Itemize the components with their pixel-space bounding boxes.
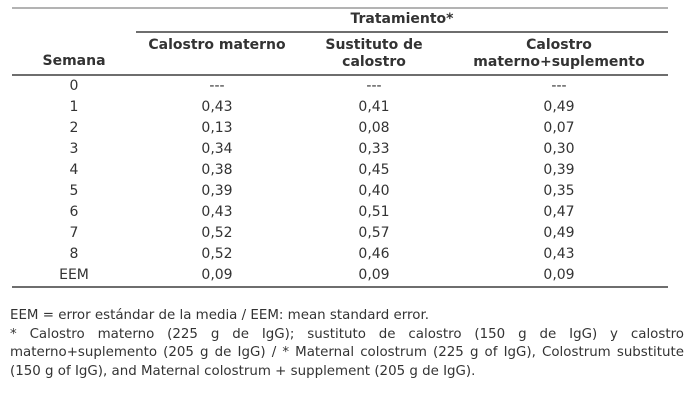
suplemento-cell: 0,30	[543, 141, 575, 157]
table-row-semana-5: 5 0,39 0,40 0,35	[12, 181, 668, 202]
sustituto-cell: 0,41	[358, 99, 390, 115]
semana-cell: 4	[69, 162, 79, 178]
footnote-treatments: * Calostro materno (225 g de IgG); susti…	[10, 326, 684, 379]
calostro-materno-cell: 0,38	[201, 162, 233, 178]
header-line: Calostro	[526, 37, 592, 53]
column-header-calostro-materno: Calostro materno	[136, 32, 298, 76]
sustituto-cell: 0,08	[358, 120, 390, 136]
calostro-materno-cell: 0,09	[201, 267, 233, 283]
sustituto-cell: 0,45	[358, 162, 390, 178]
column-header-row: Semana Calostro materno Sustituto de cal…	[12, 32, 668, 76]
calostro-materno-cell: 0,34	[201, 141, 233, 157]
table-row-semana-8: 8 0,52 0,46 0,43	[12, 244, 668, 265]
sustituto-cell: 0,33	[358, 141, 390, 157]
table-row-eem: EEM 0,09 0,09 0,09	[12, 265, 668, 287]
suplemento-cell: 0,39	[543, 162, 575, 178]
semana-cell: 1	[69, 99, 79, 115]
semana-cell: 8	[69, 246, 79, 262]
group-header-row: Tratamiento*	[12, 8, 668, 33]
suplemento-cell: ---	[551, 78, 567, 94]
sustituto-cell: ---	[366, 78, 382, 94]
suplemento-cell: 0,43	[543, 246, 575, 262]
semana-cell: 5	[69, 183, 79, 199]
group-header-tratamiento: Tratamiento*	[136, 8, 668, 33]
semana-cell: 6	[69, 204, 79, 220]
table-row-semana-6: 6 0,43 0,51 0,47	[12, 202, 668, 223]
sustituto-cell: 0,46	[358, 246, 390, 262]
table-row-semana-1: 1 0,43 0,41 0,49	[12, 97, 668, 118]
table-row-semana-2: 2 0,13 0,08 0,07	[12, 118, 668, 139]
calostro-materno-cell: ---	[209, 78, 225, 94]
table-row-semana-4: 4 0,38 0,45 0,39	[12, 160, 668, 181]
suplemento-cell: 0,47	[543, 204, 575, 220]
suplemento-cell: 0,09	[543, 267, 575, 283]
semana-cell: 7	[69, 225, 79, 241]
table-footnotes: EEM = error estándar de la media / EEM: …	[10, 307, 684, 381]
header-line: calostro	[342, 54, 406, 70]
semana-cell: 2	[69, 120, 79, 136]
sustituto-cell: 0,57	[358, 225, 390, 241]
column-header-semana: Semana	[12, 32, 136, 76]
calostro-materno-cell: 0,52	[201, 225, 233, 241]
semana-cell: 3	[69, 141, 79, 157]
calostro-materno-cell: 0,52	[201, 246, 233, 262]
footnote-eem: EEM = error estándar de la media / EEM: …	[10, 308, 429, 323]
sustituto-cell: 0,40	[358, 183, 390, 199]
calostro-materno-cell: 0,39	[201, 183, 233, 199]
header-line: Sustituto de	[325, 37, 423, 53]
table-row-semana-3: 3 0,34 0,33 0,30	[12, 139, 668, 160]
paper-table-page: Tratamiento* Semana Calostro materno Sus…	[0, 7, 692, 410]
column-header-sustituto: Sustituto de calostro	[298, 32, 450, 76]
calostro-materno-cell: 0,43	[201, 204, 233, 220]
suplemento-cell: 0,49	[543, 99, 575, 115]
results-table: Tratamiento* Semana Calostro materno Sus…	[12, 7, 668, 288]
sustituto-cell: 0,51	[358, 204, 390, 220]
table-row-semana-7: 7 0,52 0,57 0,49	[12, 223, 668, 244]
calostro-materno-cell: 0,13	[201, 120, 233, 136]
empty-corner-cell	[12, 8, 136, 32]
header-line: materno+suplemento	[473, 54, 645, 70]
suplemento-cell: 0,35	[543, 183, 575, 199]
semana-cell: 0	[69, 78, 79, 94]
sustituto-cell: 0,09	[358, 267, 390, 283]
calostro-materno-cell: 0,43	[201, 99, 233, 115]
table-row-semana-0: 0 --- --- ---	[12, 75, 668, 97]
suplemento-cell: 0,49	[543, 225, 575, 241]
semana-cell: EEM	[59, 267, 89, 283]
header-line: Calostro materno	[148, 37, 286, 53]
suplemento-cell: 0,07	[543, 120, 575, 136]
column-header-suplemento: Calostro materno+suplemento	[450, 32, 668, 76]
